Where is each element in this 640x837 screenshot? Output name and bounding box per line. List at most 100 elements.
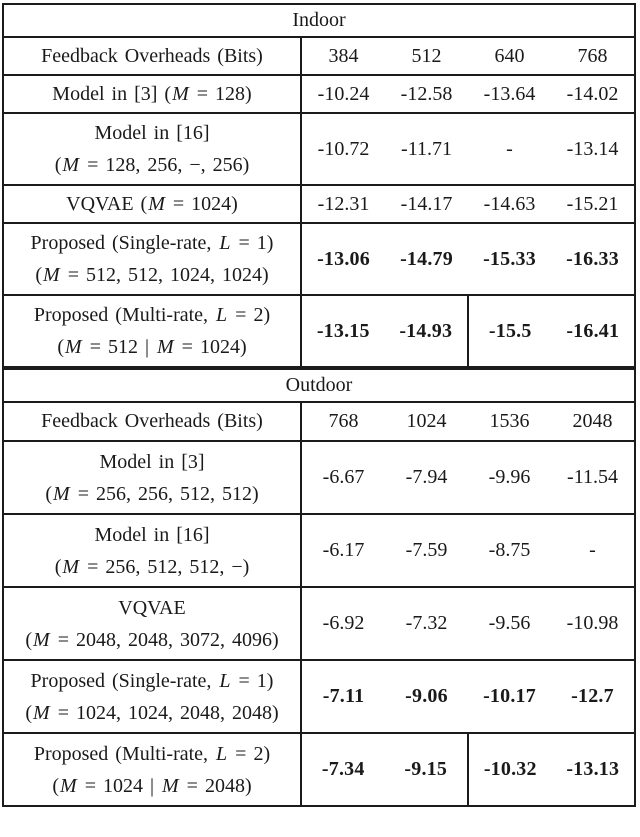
header-col-cell: 768 (328, 410, 359, 432)
label-line: Model in [3] (M = 128) (52, 83, 252, 105)
label-line: Model in [16] (94, 523, 210, 546)
table-row: Model in [16] (M = 256, 512, 512, −) -6.17… (4, 513, 634, 586)
value-cell: -13.15 (316, 319, 370, 342)
value-cell: -14.93 (385, 296, 469, 366)
value-cell: -11.54 (567, 466, 618, 488)
value-cell: -9.56 (488, 612, 531, 634)
paper-table-figure: Indoor Feedback Overheads (Bits) 384 512 64… (2, 3, 636, 807)
value-cell: -13.14 (566, 137, 619, 160)
value-cell: -9.15 (385, 734, 469, 805)
header-col-cell: 384 (328, 44, 359, 67)
row-values: -10.24 -12.58 -13.64 -14.02 (302, 76, 634, 112)
row-values: -7.34 -9.15 -10.32 -13.13 (302, 734, 634, 805)
value-cell: -11.71 (401, 137, 452, 160)
label-line: Proposed (Single-rate, L = 1) (30, 669, 274, 692)
header-label: Feedback Overheads (Bits) (4, 403, 302, 440)
label-line: (M = 512, 512, 1024, 1024) (35, 264, 269, 286)
table-row: VQVAE (M = 2048, 2048, 3072, 4096) -6.92 -7… (4, 586, 634, 659)
header-col-cell: 640 (494, 44, 525, 67)
row-label: Proposed (Single-rate, L = 1) (M = 512, 5… (4, 224, 302, 294)
value-cell: -6.17 (322, 539, 365, 561)
value-cell: -16.33 (566, 247, 619, 270)
header-col-cell: 768 (577, 44, 608, 67)
header-col-cell: 2048 (572, 410, 613, 432)
header-row: Feedback Overheads (Bits) 768 1024 1536 2048 (4, 403, 634, 440)
label-line: VQVAE (M = 1024) (66, 193, 238, 215)
header-col-cell: 1536 (489, 410, 530, 432)
value-cell: -10.24 (317, 82, 370, 105)
header-columns: 768 1024 1536 2048 (302, 403, 634, 440)
header-label: Feedback Overheads (Bits) (4, 38, 302, 74)
table-row: Proposed (Multi-rate, L = 2) (M = 512 | M… (4, 294, 634, 366)
value-cell: -14.02 (566, 82, 619, 105)
value-cell: -7.59 (405, 539, 448, 561)
row-values: -12.31 -14.17 -14.63 -15.21 (302, 186, 634, 222)
label-line: (M = 1024 | M = 2048) (52, 774, 252, 797)
label-line: Model in [3] (99, 450, 205, 473)
value-cell: -6.67 (322, 466, 365, 488)
header-columns: 384 512 640 768 (302, 38, 634, 74)
label-line: (M = 1024, 1024, 2048, 2048) (25, 701, 279, 724)
value-cell: -8.75 (488, 539, 531, 561)
value-cell: -7.34 (321, 758, 365, 780)
outdoor-table-body: Feedback Overheads (Bits) 768 1024 1536 2048… (4, 403, 634, 805)
header-row: Feedback Overheads (Bits) 384 512 640 768 (4, 38, 634, 74)
outdoor-table: Outdoor Feedback Overheads (Bits) 768 1024… (2, 368, 636, 807)
row-label: Model in [16] (M = 256, 512, 512, −) (4, 515, 302, 586)
label-line: (M = 256, 256, 512, 512) (45, 482, 259, 505)
value-cell: -15.33 (483, 247, 536, 270)
value-cell: -7.11 (322, 685, 365, 707)
label-line: (M = 2048, 2048, 3072, 4096) (25, 628, 279, 651)
row-label: Model in [3] (M = 256, 256, 512, 512) (4, 442, 302, 513)
value-cell: -9.06 (405, 685, 448, 707)
indoor-title-row: Indoor (4, 5, 634, 38)
table-row: Proposed (Single-rate, L = 1) (M = 1024, … (4, 659, 634, 732)
value-cell: -10.72 (317, 137, 370, 160)
label-line: (M = 128, 256, −, 256) (54, 154, 250, 176)
outdoor-title-row: Outdoor (4, 370, 634, 403)
indoor-table: Indoor Feedback Overheads (Bits) 384 512 64… (2, 3, 636, 368)
row-label: Proposed (Multi-rate, L = 2) (M = 1024 | … (4, 734, 302, 805)
label-line: Proposed (Multi-rate, L = 2) (33, 742, 271, 765)
value-cell: -12.31 (317, 192, 370, 215)
row-values: -13.06 -14.79 -15.33 -16.33 (302, 224, 634, 294)
value-cell: -12.58 (400, 82, 453, 105)
table-title: Outdoor (285, 374, 353, 396)
row-label: Model in [16] (M = 128, 256, −, 256) (4, 114, 302, 184)
row-values: -6.92 -7.32 -9.56 -10.98 (302, 588, 634, 659)
value-cell: -14.79 (400, 247, 453, 270)
header-col-cell: 1024 (406, 410, 447, 432)
value-cell: -16.41 (566, 319, 620, 342)
value-cell: -7.94 (405, 466, 448, 488)
table-row: Proposed (Multi-rate, L = 2) (M = 1024 | … (4, 732, 634, 805)
table-row: Model in [3] (M = 128) -10.24 -12.58 -13.64… (4, 74, 634, 112)
value-cell: -15.21 (566, 192, 619, 215)
value-cell: -12.7 (571, 685, 614, 707)
row-values: -6.17 -7.59 -8.75 - (302, 515, 634, 586)
indoor-table-body: Feedback Overheads (Bits) 384 512 640 768 Mod… (4, 38, 634, 366)
value-cell: -13.06 (317, 247, 370, 270)
value-cell: -7.32 (405, 612, 448, 634)
row-label: Proposed (Multi-rate, L = 2) (M = 512 | M… (4, 296, 302, 366)
value-cell: -14.17 (400, 192, 453, 215)
row-label: VQVAE (M = 2048, 2048, 3072, 4096) (4, 588, 302, 659)
label-line: VQVAE (118, 596, 186, 619)
value-cell: -15.5 (488, 319, 532, 342)
value-cell: -10.17 (483, 685, 536, 707)
table-row: Model in [3] (M = 256, 256, 512, 512) -6.6… (4, 440, 634, 513)
row-label: Proposed (Single-rate, L = 1) (M = 1024, … (4, 661, 302, 732)
row-values: -10.72 -11.71 - -13.14 (302, 114, 634, 184)
value-cell: -10.32 (483, 758, 537, 780)
label-line: (M = 512 | M = 1024) (57, 336, 247, 358)
value-cell: -6.92 (322, 612, 365, 634)
row-values: -13.15 -14.93 -15.5 -16.41 (302, 296, 634, 366)
value-cell: -10.98 (566, 612, 619, 634)
label-line: Proposed (Single-rate, L = 1) (30, 232, 274, 254)
table-title: Indoor (292, 9, 346, 31)
label-line: Proposed (Multi-rate, L = 2) (33, 304, 271, 326)
value-cell: - (589, 539, 596, 561)
header-col-cell: 512 (411, 44, 442, 67)
label-line: Model in [16] (94, 122, 210, 144)
value-cell: -13.64 (483, 82, 536, 105)
row-values: -7.11 -9.06 -10.17 -12.7 (302, 661, 634, 732)
